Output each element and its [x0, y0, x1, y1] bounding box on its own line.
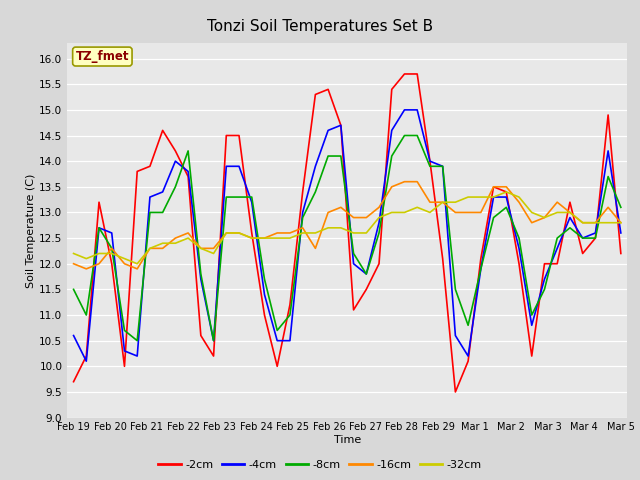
Y-axis label: Soil Temperature (C): Soil Temperature (C)	[26, 173, 36, 288]
Text: TZ_fmet: TZ_fmet	[76, 50, 129, 63]
Legend: -2cm, -4cm, -8cm, -16cm, -32cm: -2cm, -4cm, -8cm, -16cm, -32cm	[154, 456, 486, 474]
X-axis label: Time: Time	[333, 435, 361, 445]
Text: Tonzi Soil Temperatures Set B: Tonzi Soil Temperatures Set B	[207, 19, 433, 34]
